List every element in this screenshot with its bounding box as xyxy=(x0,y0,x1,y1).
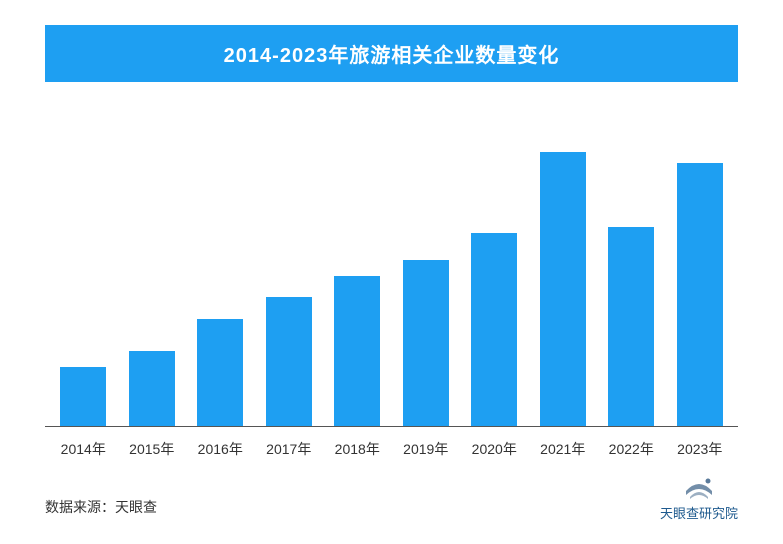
bar-chart-area xyxy=(45,137,738,427)
bar xyxy=(266,297,312,426)
x-axis-label: 2022年 xyxy=(597,439,666,459)
bar-group xyxy=(666,137,735,426)
bar xyxy=(471,233,517,426)
bar xyxy=(403,260,449,426)
x-axis-label: 2021年 xyxy=(529,439,598,459)
bar xyxy=(60,367,106,426)
bar-group xyxy=(597,137,666,426)
x-axis-label: 2016年 xyxy=(186,439,255,459)
source-label: 数据来源： xyxy=(45,499,115,515)
source-value: 天眼查 xyxy=(115,499,157,515)
bar xyxy=(608,227,654,426)
bar-group xyxy=(49,137,118,426)
x-axis-label: 2015年 xyxy=(118,439,187,459)
data-source: 数据来源：天眼查 xyxy=(45,497,738,517)
bar-group xyxy=(529,137,598,426)
logo-icon xyxy=(678,473,720,501)
bar-group xyxy=(460,137,529,426)
bar-group xyxy=(392,137,461,426)
chart-title: 2014-2023年旅游相关企业数量变化 xyxy=(45,25,738,82)
bar xyxy=(540,152,586,426)
bar xyxy=(197,319,243,426)
bar xyxy=(334,276,380,426)
bar xyxy=(677,163,723,426)
bar-group xyxy=(255,137,324,426)
x-axis-label: 2014年 xyxy=(49,439,118,459)
x-axis-label: 2017年 xyxy=(255,439,324,459)
x-axis-label: 2023年 xyxy=(666,439,735,459)
bar-group xyxy=(323,137,392,426)
bar-group xyxy=(118,137,187,426)
bar xyxy=(129,351,175,426)
bar-group xyxy=(186,137,255,426)
brand-logo: 天眼查研究院 xyxy=(660,473,738,522)
x-axis-label: 2020年 xyxy=(460,439,529,459)
x-axis-labels: 2014年2015年2016年2017年2018年2019年2020年2021年… xyxy=(45,427,738,459)
x-axis-label: 2019年 xyxy=(392,439,461,459)
logo-text: 天眼查研究院 xyxy=(660,503,738,522)
x-axis-label: 2018年 xyxy=(323,439,392,459)
